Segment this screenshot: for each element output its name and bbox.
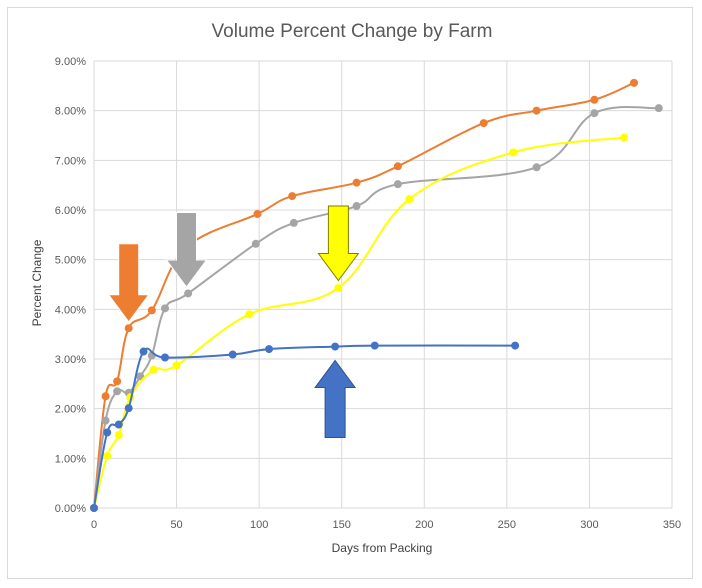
data-point [228,350,237,359]
data-point [352,178,361,187]
series-2 [90,104,663,512]
data-point [288,192,297,201]
series-line [93,136,625,509]
data-point [161,304,170,313]
y-tick-label: 1.00% [55,453,86,465]
x-tick-label: 250 [498,519,516,531]
data-point [479,119,488,128]
data-point [149,365,158,374]
series-group [90,78,663,512]
y-tick-label: 9.00% [55,56,86,68]
data-point [532,163,541,172]
data-point [265,345,274,354]
annotations [107,205,360,438]
data-point [245,310,254,319]
series-line [93,81,635,509]
y-tick-label: 3.00% [55,354,86,366]
data-point [139,347,148,356]
grid [93,60,673,509]
data-point [90,504,98,512]
data-point [331,342,340,351]
arrow-arrow-down-2 [165,212,208,288]
y-axis-title: Percent Change [30,239,44,326]
series-4 [90,341,520,512]
series-3 [90,133,629,512]
data-point [124,404,133,413]
data-point [114,430,123,439]
data-point [509,148,518,157]
y-tick-label: 8.00% [55,106,86,118]
x-tick-label: 200 [415,519,433,531]
y-tick-label: 0.00% [55,503,86,515]
y-axis: 0.00% 1.00% 2.00% 3.00% 4.00% 5.00% 6.00% 7.00%… [55,56,86,515]
y-tick-label: 7.00% [55,155,86,167]
data-point [114,420,123,429]
arrow-arrow-down-3 [317,205,360,282]
data-point [184,289,193,298]
x-tick-label: 300 [580,519,598,531]
data-point [251,239,260,248]
data-point [113,387,122,396]
data-point [101,416,110,425]
data-point [172,361,181,370]
x-tick-label: 0 [91,519,97,531]
data-point [370,341,379,350]
data-point [511,341,520,350]
data-point [590,109,599,118]
data-point [147,306,156,315]
data-point [113,377,122,386]
series-line [93,105,659,509]
chart-title: Volume Percent Change by Farm [212,21,493,42]
data-point [253,209,262,218]
data-point [352,202,361,211]
y-tick-label: 5.00% [55,255,86,267]
data-point [103,428,112,437]
y-tick-label: 6.00% [55,205,86,217]
data-point [405,195,414,204]
x-tick-label: 50 [170,519,182,531]
arrow-arrow-down-1 [107,243,150,323]
x-tick-label: 350 [663,519,681,531]
data-point [620,133,629,142]
data-point [532,106,541,115]
data-point [590,95,599,104]
data-point [654,104,663,113]
data-point [393,180,402,189]
data-point [136,372,145,381]
data-point [103,451,112,460]
x-axis-title: Days from Packing [332,541,433,555]
x-axis: 0 50 100 150 200 250 300 350 [91,519,681,531]
data-point [393,162,402,171]
data-point [334,283,343,292]
y-tick-label: 4.00% [55,304,86,316]
x-tick-label: 100 [250,519,268,531]
data-point [630,78,639,87]
y-tick-label: 2.00% [55,404,86,416]
data-point [289,218,298,227]
data-point [124,324,133,333]
data-point [101,392,110,401]
arrow-arrow-up-4 [314,359,357,438]
x-tick-label: 150 [333,519,351,531]
data-point [161,353,170,362]
